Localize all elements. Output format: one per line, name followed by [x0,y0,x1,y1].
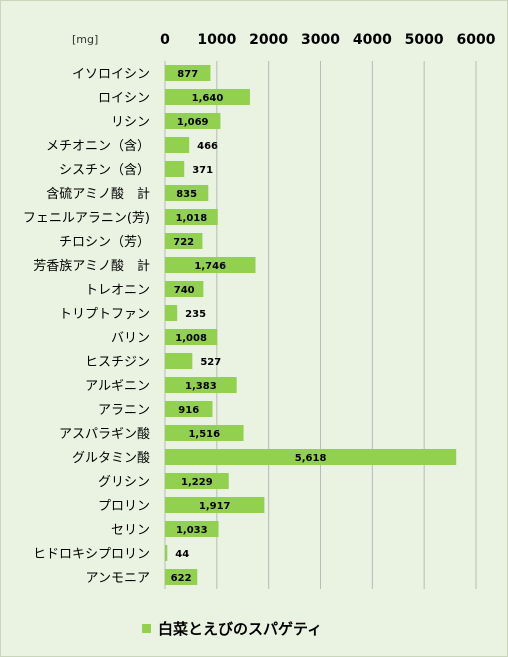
category-label: トレオニン [85,283,150,298]
unit-label: [mg] [72,33,98,46]
bar [165,377,237,393]
bar [165,497,265,513]
data-label: 1,516 [188,429,220,440]
category-label: ヒドロキシプロリン [33,547,150,562]
category-label: リシン [111,115,150,130]
data-label: 1,383 [185,381,217,392]
category-label: プロリン [98,499,150,514]
category-label: メチオニン（含） [46,138,150,154]
data-label: 5,618 [295,453,327,464]
data-label: 1,018 [176,213,208,224]
bar [165,545,168,561]
data-label: 1,746 [194,261,226,272]
data-label: 466 [197,141,218,152]
x-tick-label: 1000 [197,32,236,48]
x-tick-label: 5000 [405,32,444,48]
category-label: グルタミン酸 [72,451,150,466]
category-label: アンモニア [86,571,150,586]
data-label: 835 [176,189,197,200]
bar [165,257,256,273]
category-label: ロイシン [98,91,150,106]
bar [165,401,213,417]
data-label: 916 [178,405,199,416]
legend-label: 白菜とえびのスパゲティ [158,620,322,638]
category-label: 含硫アミノ酸 計 [46,186,150,202]
bar [165,113,221,129]
legend-swatch [142,624,151,633]
x-tick-label: 0 [160,32,170,48]
bar [165,353,193,369]
x-tick-label: 4000 [353,32,392,48]
data-label: 1,917 [199,501,231,512]
category-label: トリプトファン [59,307,150,322]
x-tick-label: 2000 [249,32,288,48]
x-tick-label: 6000 [457,32,496,48]
bar [165,209,218,225]
bar [165,185,209,201]
bar [165,449,457,465]
category-label: アスパラギン酸 [59,427,150,442]
data-label: 1,640 [192,93,224,104]
bar [165,89,251,105]
bar [165,305,178,321]
bar [165,233,203,249]
bar [165,281,204,297]
data-label: 1,033 [176,525,208,536]
category-label: グリシン [98,475,150,490]
data-label: 371 [192,165,213,176]
data-label: 527 [200,357,221,368]
bar [165,161,185,177]
data-label: 622 [171,573,192,584]
x-tick-label: 3000 [301,32,340,48]
bar [165,521,219,537]
category-label: セリン [111,523,150,538]
category-label: シスチン（含） [59,162,150,178]
bar [165,473,229,489]
category-label: 芳香族アミノ酸 計 [33,258,150,274]
data-label: 722 [173,237,194,248]
category-label: アラニン [98,403,150,418]
category-label: ヒスチジン [85,355,150,370]
category-label: チロシン（芳） [59,235,150,250]
data-label: 1,008 [175,333,207,344]
bar [165,425,244,441]
category-label: バリン [111,331,150,346]
data-label: 235 [185,309,206,320]
data-label: 44 [175,549,189,560]
category-label: フェニルアラニン(芳) [23,211,150,226]
bar [165,137,190,153]
bar [165,329,218,345]
data-label: 740 [174,285,195,296]
category-label: イソロイシン [72,67,150,82]
category-label: アルギニン [85,379,150,394]
bar [165,569,198,585]
data-label: 877 [177,69,198,80]
data-label: 1,229 [181,477,213,488]
bar [165,65,211,81]
data-label: 1,069 [177,117,209,128]
